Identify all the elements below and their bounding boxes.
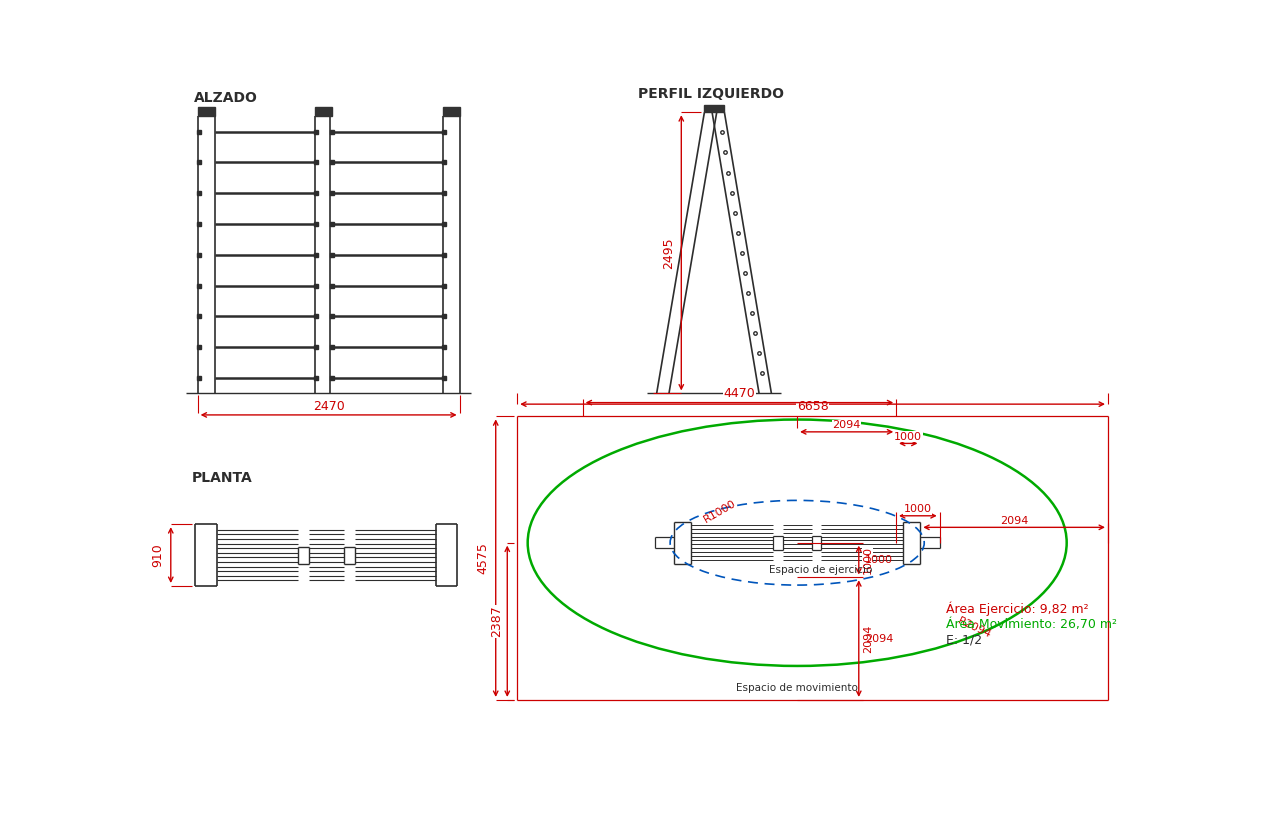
Text: R2094: R2094 [956, 615, 992, 640]
Text: 2470: 2470 [313, 400, 344, 413]
Text: 2094: 2094 [832, 420, 861, 431]
Text: 6658: 6658 [797, 400, 828, 414]
Bar [198, 107, 214, 116]
Text: ALZADO: ALZADO [194, 90, 257, 105]
Text: 4470: 4470 [724, 387, 755, 400]
Text: 1000: 1000 [863, 546, 873, 574]
Text: Área Ejercicio: 9,82 m²: Área Ejercicio: 9,82 m² [946, 602, 1088, 616]
Text: PLANTA: PLANTA [192, 471, 252, 485]
Text: 910: 910 [151, 543, 165, 567]
Text: E: 1/2: E: 1/2 [946, 633, 982, 646]
Text: 2094: 2094 [865, 633, 893, 644]
Text: Espacio de ejercicio: Espacio de ejercicio [769, 565, 871, 575]
Text: R1000: R1000 [702, 499, 738, 525]
Bar [315, 107, 332, 116]
Text: Área Movimiento: 26,70 m²: Área Movimiento: 26,70 m² [946, 618, 1117, 631]
Text: 2387: 2387 [491, 606, 503, 637]
Text: 4575: 4575 [477, 542, 489, 574]
Bar [705, 105, 724, 112]
Text: 2495: 2495 [662, 237, 675, 269]
Text: PERFIL IZQUIERDO: PERFIL IZQUIERDO [638, 87, 784, 101]
Bar [443, 107, 459, 116]
Text: 1000: 1000 [865, 555, 893, 565]
Text: Espacio de movimiento: Espacio de movimiento [736, 683, 859, 694]
Text: 2094: 2094 [1000, 516, 1028, 526]
Text: 1000: 1000 [904, 504, 932, 514]
Text: 2094: 2094 [863, 624, 873, 653]
Text: 1000: 1000 [894, 432, 922, 442]
